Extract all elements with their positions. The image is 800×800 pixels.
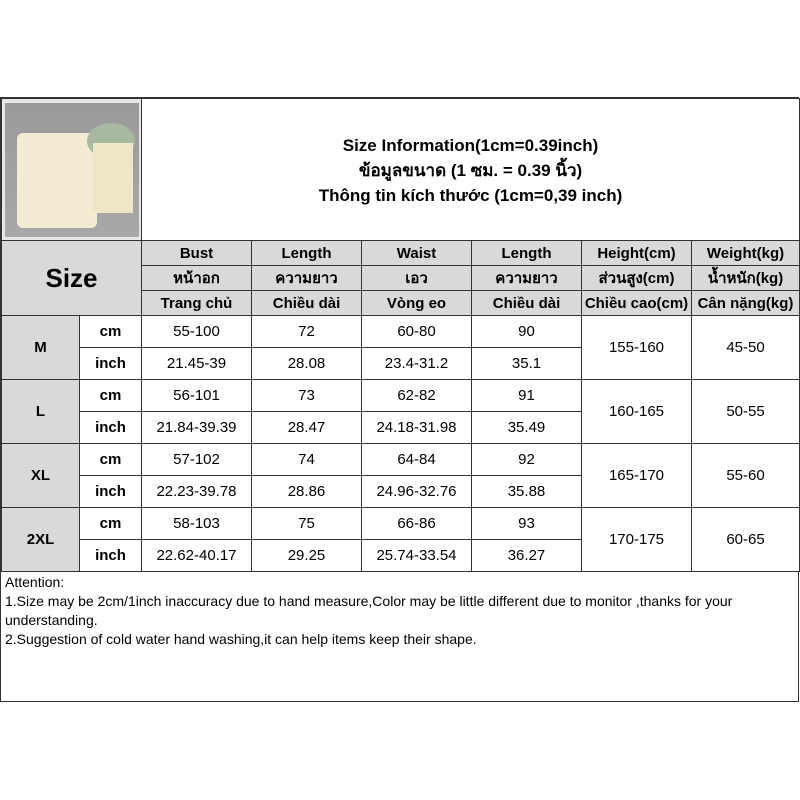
table-cell: 74 <box>251 443 362 476</box>
table-cell: 22.62-40.17 <box>141 539 252 572</box>
table-cell: 75 <box>251 507 362 540</box>
column-header: Weight(kg) <box>690 240 800 266</box>
product-photo <box>1 98 142 241</box>
table-cell: 24.18-31.98 <box>361 411 472 444</box>
column-header: Chiều dài <box>471 290 582 316</box>
table-row: inch 21.84-39.39 28.47 24.18-31.98 35.49 <box>2 411 800 444</box>
height-cell: 170-175 <box>581 507 692 572</box>
unit-label: inch <box>79 411 142 444</box>
title-vi: Thông tin kích thước (1cm=0,39 inch) <box>318 186 623 205</box>
table-cell: 60-80 <box>361 315 472 348</box>
unit-label: cm <box>79 507 142 540</box>
column-header: Bust <box>141 240 252 266</box>
column-header: Vòng eo <box>361 290 472 316</box>
table-cell: 72 <box>251 315 362 348</box>
column-header: น้ำหนัก(kg) <box>690 265 800 291</box>
table-cell: 24.96-32.76 <box>361 475 472 508</box>
height-cell: 165-170 <box>581 443 692 508</box>
table-cell: 62-82 <box>361 379 472 412</box>
column-header: ส่วนสูง(cm) <box>581 265 692 291</box>
column-header: Chiều dài <box>251 290 362 316</box>
table-cell: 22.23-39.78 <box>141 475 252 508</box>
attention-note-2: 2.Suggestion of cold water hand washing,… <box>5 631 477 647</box>
table-row: inch 21.45-39 28.08 23.4-31.2 35.1 <box>2 347 800 380</box>
table-row: inch 22.23-39.78 28.86 24.96-32.76 35.88 <box>2 475 800 508</box>
size-label: M <box>1 315 80 380</box>
table-row: 2XL cm 58-103 75 66-86 93 170-175 60-65 <box>1 507 800 572</box>
table-row: XL cm 57-102 74 64-84 92 165-170 55-60 <box>1 443 800 508</box>
unit-label: cm <box>79 315 142 348</box>
size-header: Size <box>1 240 142 316</box>
table-cell: 93 <box>471 507 582 540</box>
attention-note-1: 1.Size may be 2cm/1inch inaccuracy due t… <box>5 593 733 628</box>
table-cell: 35.1 <box>471 347 582 380</box>
table-cell: 58-103 <box>141 507 252 540</box>
table-cell: 57-102 <box>141 443 252 476</box>
table-cell: 56-101 <box>141 379 252 412</box>
column-header: Height(cm) <box>581 240 692 266</box>
table-cell: 73 <box>251 379 362 412</box>
chart-title: Size Information(1cm=0.39inch) ข้อมูลขนา… <box>140 98 800 241</box>
table-cell: 55-100 <box>141 315 252 348</box>
table-cell: 36.27 <box>471 539 582 572</box>
unit-label: inch <box>79 475 142 508</box>
unit-label: inch <box>79 539 142 572</box>
column-header: ความยาว <box>471 265 582 291</box>
table-cell: 91 <box>471 379 582 412</box>
table-cell: 21.45-39 <box>141 347 252 380</box>
weight-cell: 60-65 <box>690 507 800 572</box>
column-header: Trang chủ <box>141 290 252 316</box>
table-cell: 64-84 <box>361 443 472 476</box>
table-cell: 28.86 <box>251 475 362 508</box>
weight-cell: 45-50 <box>690 315 800 380</box>
column-header: เอว <box>361 265 472 291</box>
column-header: Length <box>471 240 582 266</box>
table-cell: 35.49 <box>471 411 582 444</box>
column-header: Cân nặng(kg) <box>690 290 800 316</box>
weight-cell: 55-60 <box>690 443 800 508</box>
unit-label: cm <box>79 379 142 412</box>
table-cell: 66-86 <box>361 507 472 540</box>
title-en: Size Information(1cm=0.39inch) <box>342 136 599 155</box>
height-cell: 160-165 <box>581 379 692 444</box>
column-header: ความยาว <box>251 265 362 291</box>
table-cell: 23.4-31.2 <box>361 347 472 380</box>
size-table: Size Information(1cm=0.39inch) ข้อมูลขนา… <box>1 98 800 572</box>
attention-notes: Attention: 1.Size may be 2cm/1inch inacc… <box>5 573 795 649</box>
table-cell: 35.88 <box>471 475 582 508</box>
height-cell: 155-160 <box>581 315 692 380</box>
table-cell: 90 <box>471 315 582 348</box>
size-label: 2XL <box>1 507 80 572</box>
table-cell: 28.47 <box>251 411 362 444</box>
size-label: L <box>1 379 80 444</box>
size-label: XL <box>1 443 80 508</box>
table-cell: 25.74-33.54 <box>361 539 472 572</box>
attention-heading: Attention: <box>5 574 65 590</box>
unit-label: inch <box>79 347 142 380</box>
table-row: inch 22.62-40.17 29.25 25.74-33.54 36.27 <box>2 539 800 572</box>
table-cell: 28.08 <box>251 347 362 380</box>
column-header: Waist <box>361 240 472 266</box>
table-cell: 29.25 <box>251 539 362 572</box>
table-cell: 92 <box>471 443 582 476</box>
column-header: Chiều cao(cm) <box>581 290 692 316</box>
unit-label: cm <box>79 443 142 476</box>
weight-cell: 50-55 <box>690 379 800 444</box>
column-header: Length <box>251 240 362 266</box>
table-cell: 21.84-39.39 <box>141 411 252 444</box>
column-header: หน้าอก <box>141 265 252 291</box>
title-th: ข้อมูลขนาด (1 ซม. = 0.39 นิ้ว) <box>358 161 583 180</box>
size-chart: Size Information(1cm=0.39inch) ข้อมูลขนา… <box>0 97 800 702</box>
